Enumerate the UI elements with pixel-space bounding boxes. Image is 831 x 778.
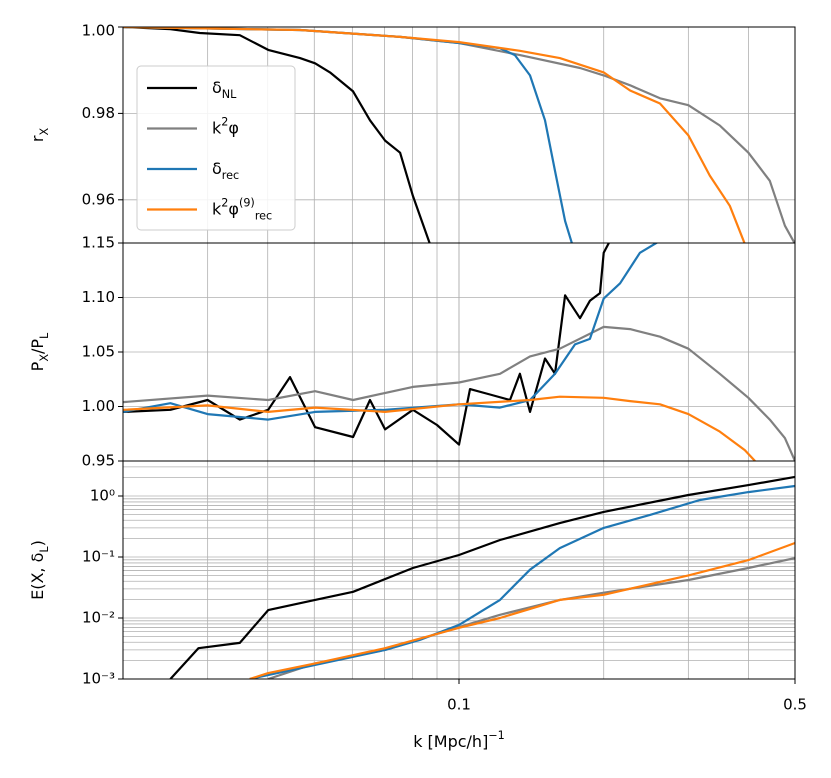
y-tick-label: 1.00	[82, 397, 115, 415]
series-line	[123, 27, 431, 243]
legend-label: k^{2}φ	[212, 115, 239, 137]
y-tick-label: 1.00	[82, 22, 115, 40]
y-tick-label: 1.15	[82, 234, 115, 252]
y-tick-label: 0.98	[82, 104, 115, 122]
y-axis-label: E(X, δ_{L})	[28, 540, 51, 600]
x-axis-label: k [Mpc/h]^{−1}	[413, 729, 505, 751]
series-line	[123, 243, 611, 446]
x-tick-label: 0.5	[783, 696, 807, 714]
y-tick-label: 1.10	[82, 288, 115, 306]
legend-label: k^{2}φ^{(9)}_{rec}	[212, 196, 272, 222]
y-tick-label: 10⁻³	[82, 670, 115, 688]
legend-box	[136, 65, 296, 231]
plot-overlay: 0.96 0.98 1.00 r_{X} δ_{NL} k^{2}φ δ_{rec} k^{2…	[28, 22, 807, 751]
y-tick-label: 1.05	[82, 343, 115, 361]
y-tick-label: 10⁻²	[82, 609, 115, 627]
y-tick-label: 10⁰	[90, 487, 115, 505]
series-line	[123, 27, 746, 243]
series-line	[249, 541, 795, 679]
x-tick-label: 0.1	[447, 696, 471, 714]
series-line	[249, 484, 795, 679]
series-line	[123, 395, 756, 461]
y-axis-label: P_{X}/P_{L}	[28, 332, 51, 371]
legend-label: δ_{rec}	[212, 159, 239, 182]
series-line	[123, 325, 795, 461]
y-tick-label: 0.96	[82, 190, 115, 208]
y-axis-label: r_{X}	[28, 128, 51, 143]
series-line	[123, 243, 659, 421]
y-tick-label: 10⁻¹	[82, 548, 115, 566]
legend-label: δ_{NL}	[212, 78, 237, 101]
series-line	[169, 475, 795, 679]
y-tick-label: 0.95	[82, 452, 115, 470]
